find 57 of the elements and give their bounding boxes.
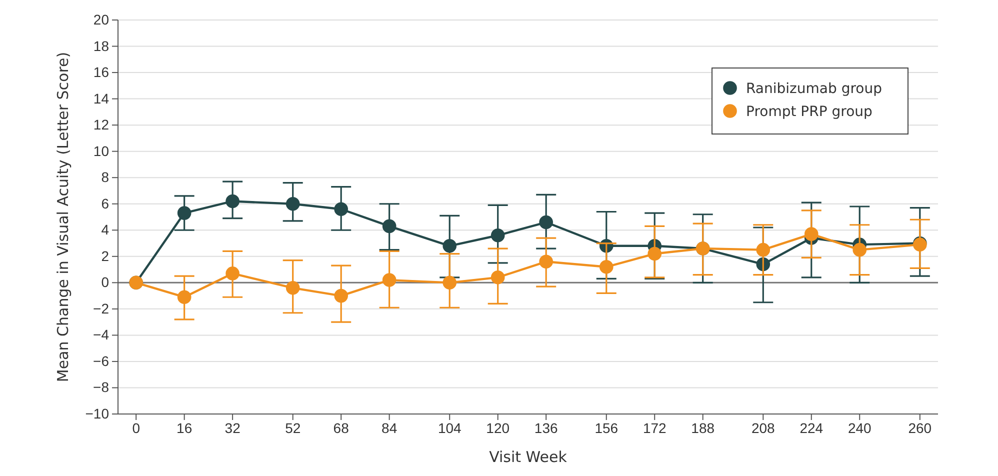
legend-label: Prompt PRP group <box>746 104 873 120</box>
point <box>648 246 662 261</box>
point <box>490 270 505 284</box>
y-tick-label: −2 <box>93 300 110 316</box>
x-tick-label: 188 <box>691 420 715 436</box>
point <box>334 288 348 303</box>
x-tick-label: 240 <box>848 420 872 436</box>
x-tick-label: 260 <box>908 420 932 436</box>
x-tick-label: 136 <box>534 420 558 436</box>
y-tick-label: −8 <box>93 379 110 396</box>
y-tick-label: −6 <box>93 352 110 369</box>
point <box>442 276 457 290</box>
y-tick-label: 8 <box>101 169 110 186</box>
y-tick-label: −4 <box>93 326 110 343</box>
x-tick-label: 224 <box>800 420 824 436</box>
point <box>382 219 396 234</box>
y-tick-label: 16 <box>93 64 110 80</box>
point <box>490 228 505 242</box>
x-tick-label: 104 <box>438 420 462 436</box>
point <box>286 281 300 295</box>
x-tick-label: 16 <box>176 420 192 436</box>
y-tick-label: 20 <box>93 11 110 28</box>
x-tick-label: 0 <box>132 420 140 436</box>
point <box>852 242 867 257</box>
x-tick-label: 84 <box>382 420 398 436</box>
x-tick-label: 172 <box>642 420 667 436</box>
y-tick-label: 12 <box>93 116 110 133</box>
x-tick-label: 52 <box>285 420 301 436</box>
point <box>226 266 240 280</box>
y-tick-label: −10 <box>85 405 110 422</box>
x-tick-label: 68 <box>333 420 350 436</box>
point <box>756 242 770 257</box>
legend-label: Ranibizumab group <box>746 80 882 97</box>
y-tick-label: 6 <box>101 195 110 212</box>
point <box>539 215 553 230</box>
x-tick-label: 208 <box>751 420 776 436</box>
point <box>177 290 192 304</box>
point <box>539 254 553 269</box>
y-tick-label: 10 <box>93 142 110 159</box>
y-tick-label: 14 <box>93 90 110 106</box>
y-tick-label: 2 <box>101 248 110 264</box>
point <box>334 202 348 216</box>
point <box>804 227 818 241</box>
y-tick-label: 4 <box>101 222 110 238</box>
point <box>226 194 240 208</box>
x-tick-label: 120 <box>486 420 510 436</box>
point <box>442 238 457 253</box>
y-tick-label: 18 <box>93 38 110 54</box>
point <box>382 273 396 287</box>
point <box>286 196 300 211</box>
point <box>599 260 614 274</box>
y-tick-label: 0 <box>101 274 110 290</box>
x-tick-label: 32 <box>224 420 241 436</box>
y-axis-title: Mean Change in Visual Acuity (Letter Score) <box>54 52 72 382</box>
x-axis-title: Visit Week <box>489 448 568 466</box>
x-tick-label: 156 <box>594 420 618 436</box>
point <box>177 206 192 220</box>
